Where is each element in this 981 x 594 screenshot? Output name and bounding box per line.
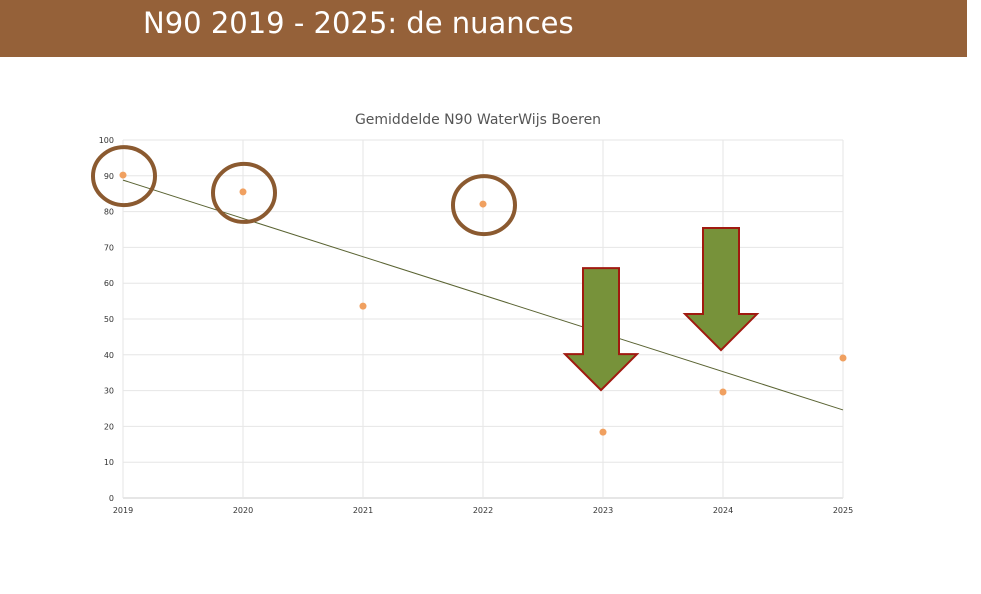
y-tick-label: 40	[104, 351, 114, 360]
x-tick-label: 2021	[353, 506, 373, 515]
data-point	[839, 354, 847, 362]
data-point	[719, 388, 727, 396]
x-tick-label: 2025	[833, 506, 853, 515]
y-tick-label: 0	[109, 494, 114, 503]
y-tick-label: 80	[104, 208, 114, 217]
slide-title: N90 2019 - 2025: de nuances	[143, 6, 574, 40]
x-tick-label: 2022	[473, 506, 493, 515]
y-tick-label: 60	[104, 279, 114, 288]
highlight-circle	[91, 145, 157, 208]
x-tick-label: 2024	[713, 506, 733, 515]
y-tick-label: 90	[104, 172, 114, 181]
data-point	[599, 428, 607, 436]
x-tick-label: 2023	[593, 506, 613, 515]
y-tick-label: 100	[99, 136, 114, 145]
data-point	[359, 302, 367, 310]
y-tick-label: 10	[104, 458, 114, 467]
chart-title: Gemiddelde N90 WaterWijs Boeren	[355, 112, 601, 128]
data-point	[239, 188, 247, 196]
y-tick-label: 70	[104, 243, 114, 252]
highlight-circle	[451, 174, 517, 237]
y-tick-label: 50	[104, 315, 114, 324]
trendline	[122, 179, 844, 411]
highlight-circle	[211, 161, 277, 224]
down-arrow	[562, 267, 640, 392]
y-tick-label: 30	[104, 387, 114, 396]
x-tick-label: 2020	[233, 506, 253, 515]
x-tick-label: 2019	[113, 506, 133, 515]
y-tick-label: 20	[104, 422, 114, 431]
data-point	[119, 171, 127, 179]
down-arrow	[682, 227, 760, 352]
data-point	[479, 200, 487, 208]
header-bar: N90 2019 - 2025: de nuances	[0, 0, 967, 57]
